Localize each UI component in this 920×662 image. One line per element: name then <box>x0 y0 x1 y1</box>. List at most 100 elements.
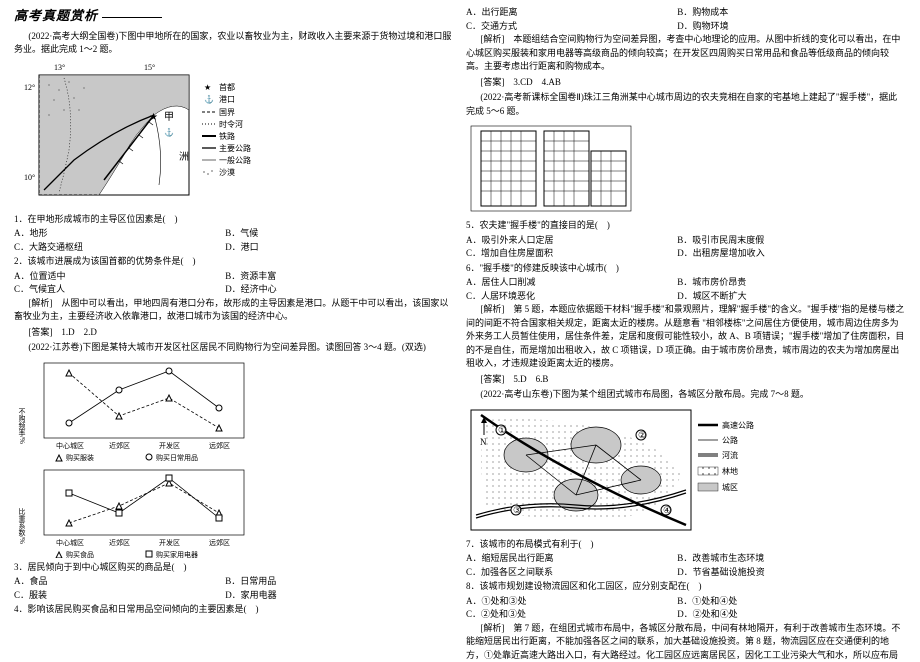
label-zhou: 洲 <box>179 151 189 163</box>
lon-15: 15° <box>144 63 155 72</box>
q4-d: D．购物环境 <box>677 20 888 34</box>
q5-c: C．增加自住房屋面积 <box>466 247 677 261</box>
label-jia: 甲 <box>164 112 174 123</box>
lon-13: 13° <box>54 63 65 72</box>
q4-stem: 4．影响该居民购买食品和日常用品空间倾向的主要因素是( ) <box>14 603 454 617</box>
q4-c: C．交通方式 <box>466 20 677 34</box>
svg-text:国界: 国界 <box>219 108 235 117</box>
map-figure: 13° 15° 12° 10° <box>14 60 454 210</box>
svg-text:河流: 河流 <box>722 450 738 460</box>
q2-b: B．资源丰富 <box>225 270 436 284</box>
svg-text:一般公路: 一般公路 <box>219 155 251 165</box>
answer-3-4: [答案] 3.CD 4.AB <box>466 76 906 90</box>
svg-text:主要公路: 主要公路 <box>219 143 251 153</box>
q1-b: B．气候 <box>225 227 436 241</box>
q3-c: C．服装 <box>14 589 225 603</box>
svg-text:购买食品: 购买食品 <box>66 550 94 558</box>
lat-10: 10° <box>24 173 35 182</box>
chart-figure: 不购频率/% 中心城区 近郊区 开发区 远郊区 购买服装 购买日常用品 <box>14 358 454 558</box>
q2-stem: 2．该城市进展成为该国首都的优势条件是( ) <box>14 255 454 269</box>
q2-d: D．经济中心 <box>225 283 436 297</box>
svg-text:N: N <box>480 437 487 447</box>
city-map-figure: ① ② ③ ④ N 高速公路 公路 河流 林地 城区 <box>466 405 906 535</box>
intro-7-8: (2022·高考山东卷)下图为某个组团式城市布局图，各城区分散布局。完成 7～8… <box>466 388 906 402</box>
q3-a: A．食品 <box>14 575 225 589</box>
q8-b: B．①处和④处 <box>677 595 888 609</box>
y2-label: 比重系数/% <box>18 507 26 544</box>
svg-text:公路: 公路 <box>722 435 738 445</box>
svg-text:③: ③ <box>513 505 521 515</box>
q6-d: D．城区不断扩大 <box>677 290 888 304</box>
svg-text:首都: 首都 <box>219 82 235 92</box>
building-figure <box>466 121 906 216</box>
q2-c: C．气候宜人 <box>14 283 225 297</box>
svg-text:②: ② <box>638 430 646 440</box>
svg-text:④: ④ <box>663 505 671 515</box>
q5-a: A．吸引外来人口定居 <box>466 234 677 248</box>
analysis-7-8: [解析] 第 7 题，在组团式城市布局中，各城区分散布局，中间有林地隔开，有利于… <box>466 622 906 662</box>
intro-1-2: (2022·高考大纲全国卷)下图中甲地所在的国家，农业以畜牧业为主，财政收入主要… <box>14 30 454 57</box>
svg-text:城区: 城区 <box>722 483 738 492</box>
svg-text:开发区: 开发区 <box>159 538 180 547</box>
svg-text:近郊区: 近郊区 <box>109 441 130 450</box>
svg-text:中心城区: 中心城区 <box>56 538 84 547</box>
q1-a: A．地形 <box>14 227 225 241</box>
q5-d: D．出租房屋增加收入 <box>677 247 888 261</box>
svg-text:远郊区: 远郊区 <box>209 441 230 450</box>
q5-stem: 5．农夫建"握手楼"的直接目的是( ) <box>466 219 906 233</box>
q1-c: C．大路交通枢纽 <box>14 241 225 255</box>
map-legend: ★首都 ⚓港口 国界 时令河 铁路 主要公路 一般公路 沙漠 <box>202 82 251 177</box>
svg-text:①: ① <box>498 425 506 435</box>
left-column: 高考真题赏析 (2022·高考大纲全国卷)下图中甲地所在的国家，农业以畜牧业为主… <box>8 6 460 645</box>
svg-text:铁路: 铁路 <box>219 131 235 141</box>
q8-c: C．②处和③处 <box>466 608 677 622</box>
intro-3-4: (2022·江苏卷)下图是某特大城市开发区社区居民不同购物行为空间差异图。读图回… <box>14 341 454 355</box>
svg-text:购买服装: 购买服装 <box>66 453 94 462</box>
svg-text:近郊区: 近郊区 <box>109 538 130 547</box>
q8-d: D．②处和④处 <box>677 608 888 622</box>
svg-text:开发区: 开发区 <box>159 441 180 450</box>
q7-c: C．加强各区之间联系 <box>466 566 677 580</box>
q6-c: C．人居环境恶化 <box>466 290 677 304</box>
q7-b: B．改善城市生态环境 <box>677 552 888 566</box>
section-title: 高考真题赏析 <box>14 6 454 26</box>
q1-d: D．港口 <box>225 241 436 255</box>
q3-stem: 3．居民倾向于到中心城区购买的商品是( ) <box>14 561 454 575</box>
anchor-icon: ⚓ <box>164 127 174 137</box>
svg-text:高速公路: 高速公路 <box>722 420 754 430</box>
right-column: A．出行距离 B．购物成本 C．交通方式 D．购物环境 [解析] 本题组结合空间… <box>460 6 912 645</box>
q8-a: A．①处和③处 <box>466 595 677 609</box>
analysis-1-2: [解析] 从图中可以看出，甲地四周有港口分布，故形成的主导因素是港口。从题干中可… <box>14 297 454 324</box>
q1-stem: 1．在甲地形成城市的主导区位因素是( ) <box>14 213 454 227</box>
q4-a: A．出行距离 <box>466 6 677 20</box>
q7-stem: 7．该城市的布局模式有利于( ) <box>466 538 906 552</box>
svg-text:林地: 林地 <box>722 466 738 476</box>
q7-d: D．节省基础设施投资 <box>677 566 888 580</box>
q7-a: A．缩短居民出行距离 <box>466 552 677 566</box>
q5-b: B．吸引市民周末度假 <box>677 234 888 248</box>
intro-5-6: (2022·高考新课标全国卷Ⅱ)珠江三角洲某中心城市周边的农夫竞相在自家的宅基地… <box>466 91 906 118</box>
star-icon: ★ <box>149 112 158 123</box>
city-map-legend: 高速公路 公路 河流 林地 城区 <box>698 420 754 492</box>
answer-1-2: [答案] 1.D 2.D <box>14 326 454 340</box>
svg-text:⚓: ⚓ <box>204 94 214 104</box>
svg-text:★: ★ <box>204 83 211 92</box>
q3-b: B．日常用品 <box>225 575 436 589</box>
analysis-5-6: [解析] 第 5 题，本题应依据题干材料"握手楼"和景观照片，理解"握手楼"的含… <box>466 303 906 371</box>
svg-text:港口: 港口 <box>219 94 235 104</box>
svg-text:购买日常用品: 购买日常用品 <box>156 453 198 462</box>
lat-12: 12° <box>24 83 35 92</box>
y1-label: 不购频率/% <box>18 408 26 444</box>
analysis-3-4: [解析] 本题组结合空间购物行为空间差异图，考查中心地理论的应用。从图中折线的变… <box>466 33 906 74</box>
q4-b: B．购物成本 <box>677 6 888 20</box>
svg-text:中心城区: 中心城区 <box>56 441 84 450</box>
q8-stem: 8．该城市规划建设物流园区和化工园区，应分别支配在( ) <box>466 580 906 594</box>
q6-b: B．城市房价昂贵 <box>677 276 888 290</box>
q6-a: A．居住人口削减 <box>466 276 677 290</box>
q6-stem: 6．"握手楼"的修建反映该中心城市( ) <box>466 262 906 276</box>
q2-a: A．位置适中 <box>14 270 225 284</box>
svg-text:购买家用电器: 购买家用电器 <box>156 550 198 558</box>
svg-text:沙漠: 沙漠 <box>219 167 235 177</box>
answer-5-6: [答案] 5.D 6.B <box>466 373 906 387</box>
svg-text:远郊区: 远郊区 <box>209 538 230 547</box>
